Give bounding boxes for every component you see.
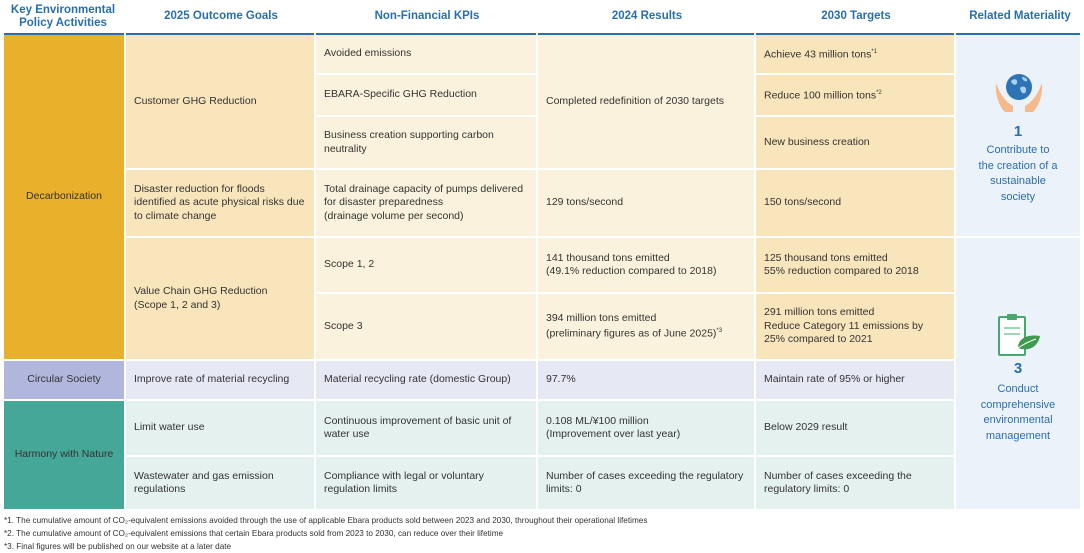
- target-water: Below 2029 result: [756, 401, 954, 455]
- activity-decarbonization: Decarbonization: [4, 35, 124, 359]
- header-targets: 2030 Targets: [821, 10, 891, 22]
- footnote-ref-3: *3: [716, 328, 723, 335]
- header-results: 2024 Results: [611, 10, 683, 22]
- result-scope-3-line2: (preliminary figures as of June 2025): [546, 327, 717, 340]
- target-scope-1-2: 125 thousand tons emitted 55% reduction …: [756, 238, 954, 292]
- materiality-3-number: 3: [1013, 360, 1023, 377]
- target-recycling: Maintain rate of 95% or higher: [756, 361, 954, 399]
- kpi-drainage-capacity: Total drainage capacity of pumps deliver…: [316, 170, 536, 236]
- header-rule: [956, 33, 1080, 35]
- kpi-compliance: Compliance with legal or voluntary regul…: [316, 457, 536, 509]
- footnote-2: *2. The cumulative amount of CO₂-equival…: [4, 529, 504, 538]
- materiality-block-1: 1 Contribute to the creation of a sustai…: [956, 35, 1080, 236]
- goal-wastewater: Wastewater and gas emission regulations: [126, 457, 314, 509]
- footnote-1: *1. The cumulative amount of CO₂-equival…: [4, 516, 648, 525]
- goal-water-use: Limit water use: [126, 401, 314, 455]
- footnote-ref-2: *2: [876, 90, 882, 96]
- kpi-recycling-rate: Material recycling rate (domestic Group): [316, 361, 536, 399]
- target-scope-3: 291 million tons emitted Reduce Category…: [756, 294, 954, 359]
- target-ebara-text: Reduce 100 million tons: [764, 89, 877, 102]
- header-goals: 2025 Outcome Goals: [164, 10, 278, 22]
- kpi-ebara-specific: EBARA-Specific GHG Reduction: [316, 75, 536, 115]
- target-compliance: Number of cases exceeding the regulatory…: [756, 457, 954, 509]
- header-activities: Key Environmental Policy Activities: [10, 3, 116, 29]
- activity-harmony-with-nature: Harmony with Nature: [4, 401, 124, 509]
- header-rule: [538, 33, 754, 35]
- target-ebara: Reduce 100 million tons*2: [756, 75, 954, 115]
- result-scope-3: 394 million tons emitted (preliminary fi…: [538, 294, 754, 359]
- materiality-1-text: Contribute to the creation of a sustaina…: [978, 144, 1058, 203]
- materiality-1-number: 1: [1013, 123, 1023, 140]
- kpi-scope-3: Scope 3: [316, 294, 536, 359]
- materiality-3-text: Conduct comprehensive environmental mana…: [980, 383, 1056, 442]
- footnote-3: *3. Final figures will be published on o…: [4, 542, 232, 551]
- result-scope-3-line1: 394 million tons emitted: [546, 311, 657, 324]
- kpi-business-creation: Business creation supporting carbon neut…: [316, 117, 536, 168]
- footnote-ref-1: *1: [871, 49, 878, 55]
- target-drainage: 150 tons/second: [756, 170, 954, 236]
- header-materiality: Related Materiality: [969, 10, 1071, 22]
- goal-customer-ghg: Customer GHG Reduction: [126, 35, 314, 168]
- globe-hands-icon: [995, 74, 1043, 112]
- kpi-water-unit: Continuous improvement of basic unit of …: [316, 401, 536, 455]
- result-redefinition: Completed redefinition of 2030 targets: [538, 35, 754, 168]
- result-recycling: 97.7%: [538, 361, 754, 399]
- header-kpis: Non-Financial KPIs: [374, 10, 480, 22]
- target-business: New business creation: [756, 117, 954, 168]
- result-scope-1-2: 141 thousand tons emitted (49.1% reducti…: [538, 238, 754, 292]
- result-drainage: 129 tons/second: [538, 170, 754, 236]
- target-avoided: Achieve 43 million tons*1: [756, 35, 954, 73]
- kpi-avoided-emissions: Avoided emissions: [316, 35, 536, 73]
- materiality-block-3: 3 Conduct comprehensive environmental ma…: [956, 238, 1080, 509]
- header-rule: [316, 33, 536, 35]
- header-rule: [126, 33, 314, 35]
- goal-recycling: Improve rate of material recycling: [126, 361, 314, 399]
- header-rule: [4, 33, 124, 35]
- kpi-scope-1-2: Scope 1, 2: [316, 238, 536, 292]
- target-avoided-text: Achieve 43 million tons: [764, 48, 872, 61]
- header-rule: [756, 33, 954, 35]
- clipboard-leaf-icon: [998, 314, 1040, 356]
- result-compliance: Number of cases exceeding the regulatory…: [538, 457, 754, 509]
- goal-value-chain-ghg: Value Chain GHG Reduction (Scope 1, 2 an…: [126, 238, 314, 359]
- activity-circular-society: Circular Society: [4, 361, 124, 399]
- goal-disaster-reduction: Disaster reduction for floods identified…: [126, 170, 314, 236]
- result-water: 0.108 ML/¥100 million (Improvement over …: [538, 401, 754, 455]
